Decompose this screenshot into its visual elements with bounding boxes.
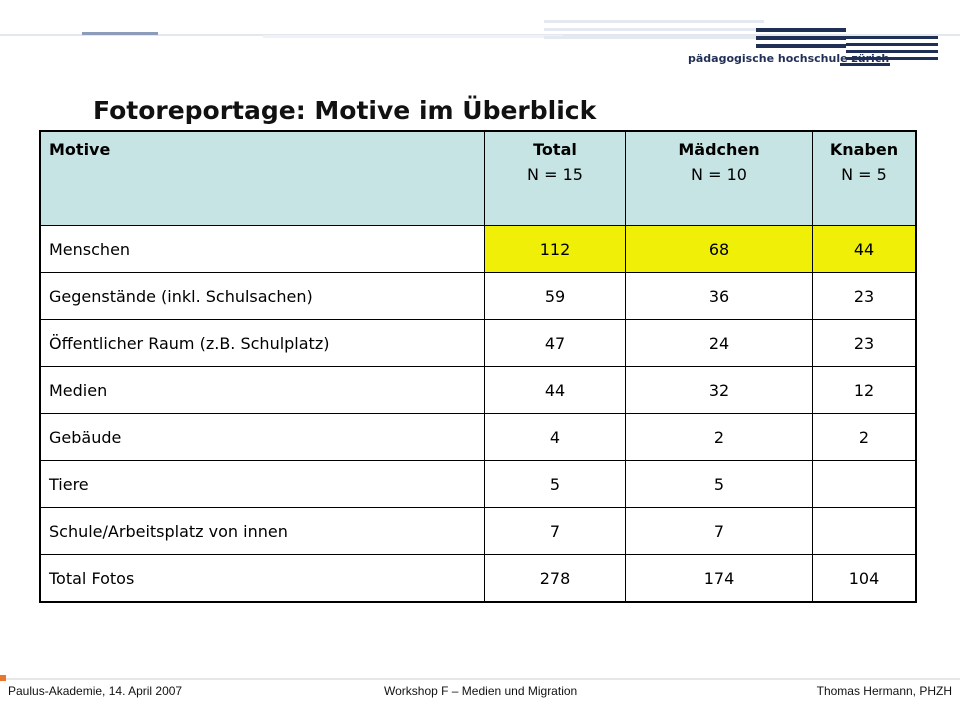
cell-motive: Öffentlicher Raum (z.B. Schulplatz) bbox=[39, 319, 485, 367]
cell-motive: Gegenstände (inkl. Schulsachen) bbox=[39, 272, 485, 320]
cell-total: 5 bbox=[484, 460, 626, 508]
cell-total: 7 bbox=[484, 507, 626, 555]
header-accent-bar bbox=[82, 32, 158, 35]
footer-accent bbox=[0, 675, 6, 681]
cell-motive: Menschen bbox=[39, 225, 485, 273]
table-row: Medien 44 32 12 bbox=[39, 366, 917, 414]
cell-knaben: 12 bbox=[812, 366, 917, 414]
header-sub: N = 10 bbox=[691, 165, 747, 184]
header-knaben: Knaben N = 5 bbox=[812, 130, 917, 226]
header-label: Knaben bbox=[829, 140, 899, 159]
header-sub: N = 5 bbox=[841, 165, 887, 184]
table-row: Gegenstände (inkl. Schulsachen) 59 36 23 bbox=[39, 272, 917, 320]
cell-total: 278 bbox=[484, 554, 626, 603]
logo-text: pädagogische hochschule zürich bbox=[688, 52, 890, 65]
motives-table: Motive Total N = 15 Mädchen N = 10 Knabe… bbox=[39, 130, 917, 603]
cell-motive: Schule/Arbeitsplatz von innen bbox=[39, 507, 485, 555]
header-accent-bar-2 bbox=[263, 35, 563, 38]
table-row: Menschen 112 68 44 bbox=[39, 225, 917, 273]
header-motive: Motive bbox=[39, 130, 485, 226]
footer-left: Paulus-Akademie, 14. April 2007 bbox=[8, 684, 183, 698]
header-sub: N = 15 bbox=[527, 165, 583, 184]
header-total: Total N = 15 bbox=[484, 130, 626, 226]
table-row: Schule/Arbeitsplatz von innen 7 7 bbox=[39, 507, 917, 555]
cell-total: 59 bbox=[484, 272, 626, 320]
cell-knaben: 23 bbox=[812, 319, 917, 367]
cell-knaben bbox=[812, 460, 917, 508]
cell-maedchen: 36 bbox=[625, 272, 813, 320]
header-label: Total bbox=[533, 140, 577, 159]
cell-maedchen: 32 bbox=[625, 366, 813, 414]
cell-knaben: 44 bbox=[812, 225, 917, 273]
table-row: Tiere 5 5 bbox=[39, 460, 917, 508]
table-header-row: Motive Total N = 15 Mädchen N = 10 Knabe… bbox=[39, 130, 917, 226]
header-label: Motive bbox=[49, 140, 111, 159]
cell-total: 47 bbox=[484, 319, 626, 367]
cell-maedchen: 24 bbox=[625, 319, 813, 367]
cell-motive: Gebäude bbox=[39, 413, 485, 461]
cell-maedchen: 174 bbox=[625, 554, 813, 603]
cell-motive: Tiere bbox=[39, 460, 485, 508]
table-row: Öffentlicher Raum (z.B. Schulplatz) 47 2… bbox=[39, 319, 917, 367]
cell-maedchen: 68 bbox=[625, 225, 813, 273]
cell-knaben: 104 bbox=[812, 554, 917, 603]
cell-total: 112 bbox=[484, 225, 626, 273]
cell-total: 4 bbox=[484, 413, 626, 461]
cell-total: 44 bbox=[484, 366, 626, 414]
phzh-logo bbox=[544, 20, 938, 66]
table-row: Gebäude 4 2 2 bbox=[39, 413, 917, 461]
cell-motive: Total Fotos bbox=[39, 554, 485, 603]
page-title: Fotoreportage: Motive im Überblick bbox=[93, 96, 597, 125]
table-row-total: Total Fotos 278 174 104 bbox=[39, 554, 917, 603]
cell-maedchen: 7 bbox=[625, 507, 813, 555]
cell-knaben bbox=[812, 507, 917, 555]
cell-knaben: 23 bbox=[812, 272, 917, 320]
header-label: Mädchen bbox=[678, 140, 760, 159]
cell-maedchen: 5 bbox=[625, 460, 813, 508]
footer-rule bbox=[0, 678, 960, 680]
cell-motive: Medien bbox=[39, 366, 485, 414]
cell-maedchen: 2 bbox=[625, 413, 813, 461]
cell-knaben: 2 bbox=[812, 413, 917, 461]
header-maedchen: Mädchen N = 10 bbox=[625, 130, 813, 226]
footer-center: Workshop F – Medien und Migration bbox=[384, 684, 578, 698]
footer-right: Thomas Hermann, PHZH bbox=[816, 684, 952, 698]
